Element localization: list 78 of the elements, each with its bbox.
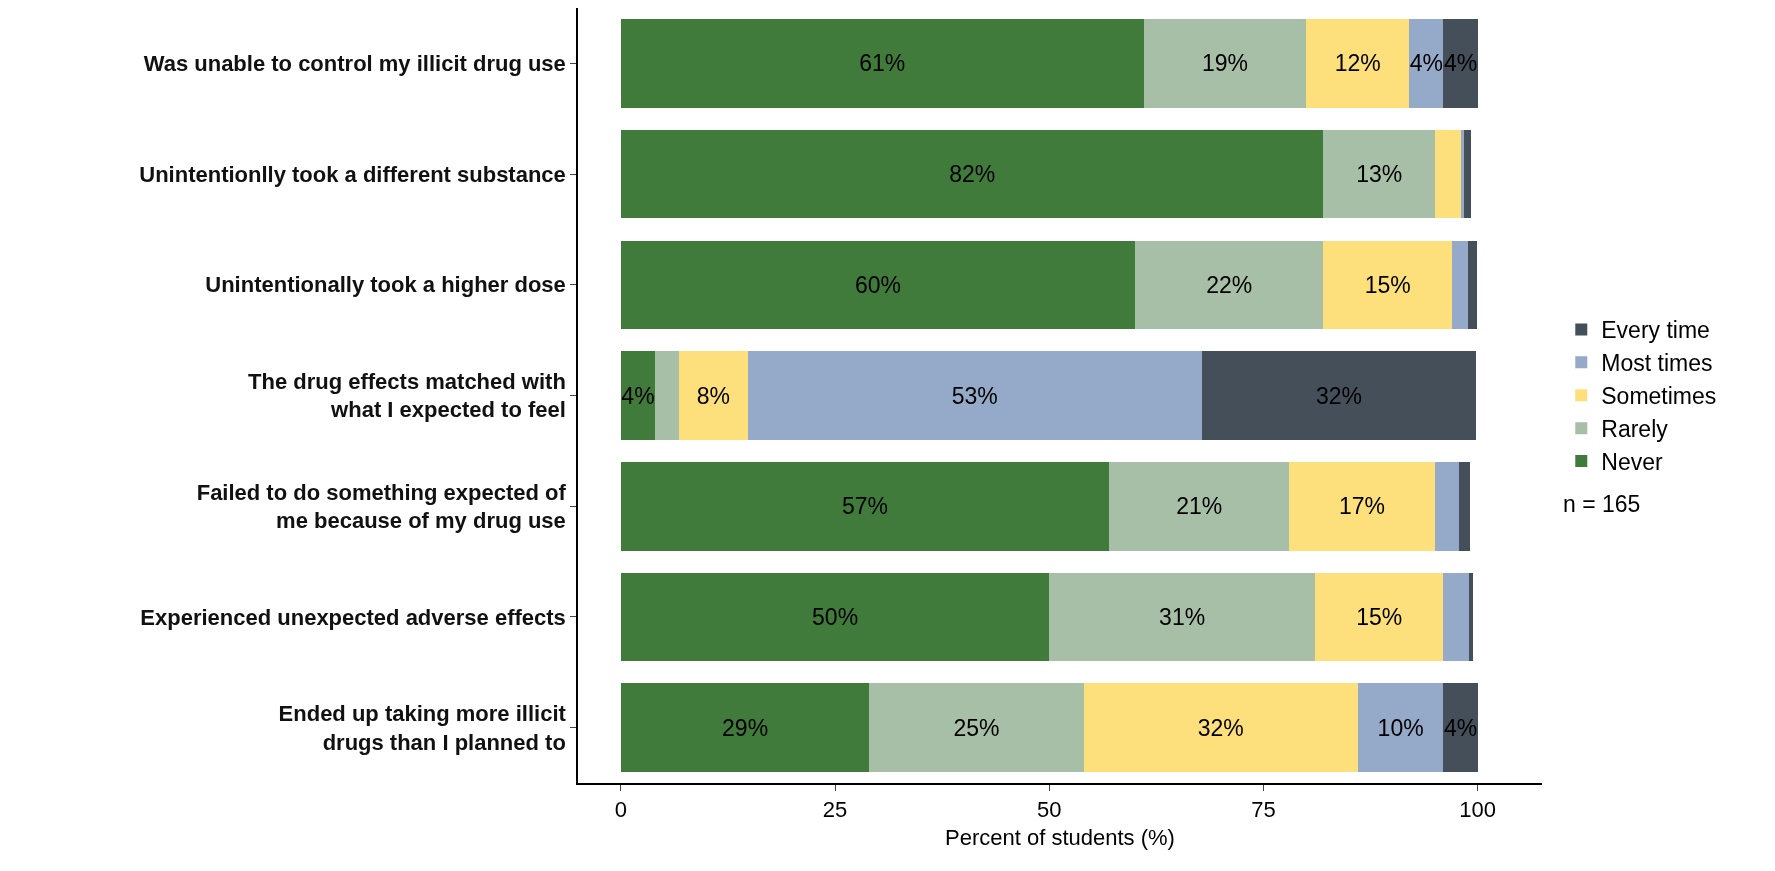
bar bbox=[1306, 19, 1410, 108]
data-label: 32% bbox=[1197, 714, 1244, 741]
bar bbox=[1434, 461, 1459, 551]
data-label: 53% bbox=[951, 382, 998, 409]
bar bbox=[1458, 461, 1471, 551]
y-tick-label: Unintentionally took a higher dose bbox=[205, 272, 566, 298]
data-label: 8% bbox=[696, 382, 731, 409]
legend-label: Never bbox=[1601, 449, 1663, 476]
bar bbox=[1409, 19, 1444, 108]
data-label: 57% bbox=[842, 493, 889, 520]
y-tick-label: Experienced unexpected adverse effects bbox=[140, 604, 566, 630]
data-label: 19% bbox=[1201, 50, 1248, 77]
data-label: 21% bbox=[1176, 493, 1223, 520]
y-tick-label: Unintentionlly took a different substance bbox=[139, 161, 566, 187]
data-label: 10% bbox=[1377, 714, 1424, 741]
data-label: 17% bbox=[1339, 493, 1386, 520]
bar bbox=[620, 129, 1324, 219]
legend-label: Most times bbox=[1601, 350, 1713, 377]
bar bbox=[1289, 461, 1435, 551]
data-label: 15% bbox=[1356, 603, 1403, 630]
data-label: 82% bbox=[949, 161, 996, 188]
bar bbox=[1357, 683, 1444, 772]
bar bbox=[620, 240, 1135, 330]
y-tick-label: The drug effects matched with what I expected to feel bbox=[248, 368, 566, 423]
data-label: 4% bbox=[621, 382, 655, 409]
bar bbox=[1464, 129, 1471, 219]
bar bbox=[620, 683, 870, 772]
x-tick-label: 25 bbox=[822, 797, 848, 823]
bar bbox=[1109, 461, 1290, 551]
y-tick-label: Failed to do something expected of me because of my drug use bbox=[196, 479, 567, 534]
bar bbox=[1469, 572, 1473, 662]
text: n = 165 bbox=[1563, 491, 1641, 517]
legend-label: Rarely bbox=[1601, 416, 1669, 443]
bar bbox=[1434, 129, 1461, 219]
data-label: 61% bbox=[859, 50, 906, 77]
bar bbox=[1452, 240, 1469, 330]
bar bbox=[679, 351, 748, 440]
bar bbox=[1443, 19, 1478, 108]
bar bbox=[1323, 240, 1453, 330]
x-tick-label: 75 bbox=[1251, 797, 1276, 823]
data-label: 12% bbox=[1334, 50, 1381, 77]
data-label: 29% bbox=[722, 714, 769, 741]
data-label: 4% bbox=[1409, 50, 1443, 77]
bar bbox=[1468, 240, 1477, 330]
bar bbox=[1134, 240, 1324, 330]
bar bbox=[655, 351, 680, 440]
data-label: 13% bbox=[1356, 161, 1403, 188]
x-axis-title: Percent of students (%) bbox=[945, 824, 1175, 850]
legend-label: Every time bbox=[1601, 317, 1710, 344]
bar bbox=[1443, 572, 1470, 662]
bar bbox=[1314, 572, 1444, 662]
y-tick-label: Ended up taking more illicit drugs than I planned to bbox=[278, 701, 567, 755]
data-label: 4% bbox=[1443, 50, 1478, 77]
data-label: 25% bbox=[953, 714, 1000, 741]
bar bbox=[1049, 572, 1315, 662]
bar bbox=[1143, 19, 1307, 108]
x-tick-label: 50 bbox=[1037, 797, 1062, 823]
x-tick-label: 100 bbox=[1459, 797, 1497, 823]
bar bbox=[747, 351, 1202, 440]
bar bbox=[1443, 683, 1478, 772]
data-label: 22% bbox=[1206, 271, 1253, 298]
data-label: 31% bbox=[1159, 603, 1206, 630]
bar bbox=[620, 351, 656, 440]
bar bbox=[620, 19, 1144, 108]
data-label: 60% bbox=[854, 271, 901, 298]
bar bbox=[1083, 683, 1358, 772]
data-label: 4% bbox=[1443, 714, 1478, 741]
legend-label: Sometimes bbox=[1601, 383, 1717, 410]
x-tick-label: 0 bbox=[614, 797, 627, 823]
bar bbox=[869, 683, 1084, 772]
bar bbox=[620, 461, 1110, 551]
data-label: 15% bbox=[1364, 271, 1411, 298]
data-label: 50% bbox=[812, 603, 859, 630]
bar bbox=[1201, 351, 1477, 440]
y-tick-label: Was unable to control my illicit drug use bbox=[143, 51, 566, 77]
bar bbox=[1323, 129, 1435, 219]
data-label: 32% bbox=[1315, 382, 1362, 409]
bar bbox=[620, 572, 1050, 662]
